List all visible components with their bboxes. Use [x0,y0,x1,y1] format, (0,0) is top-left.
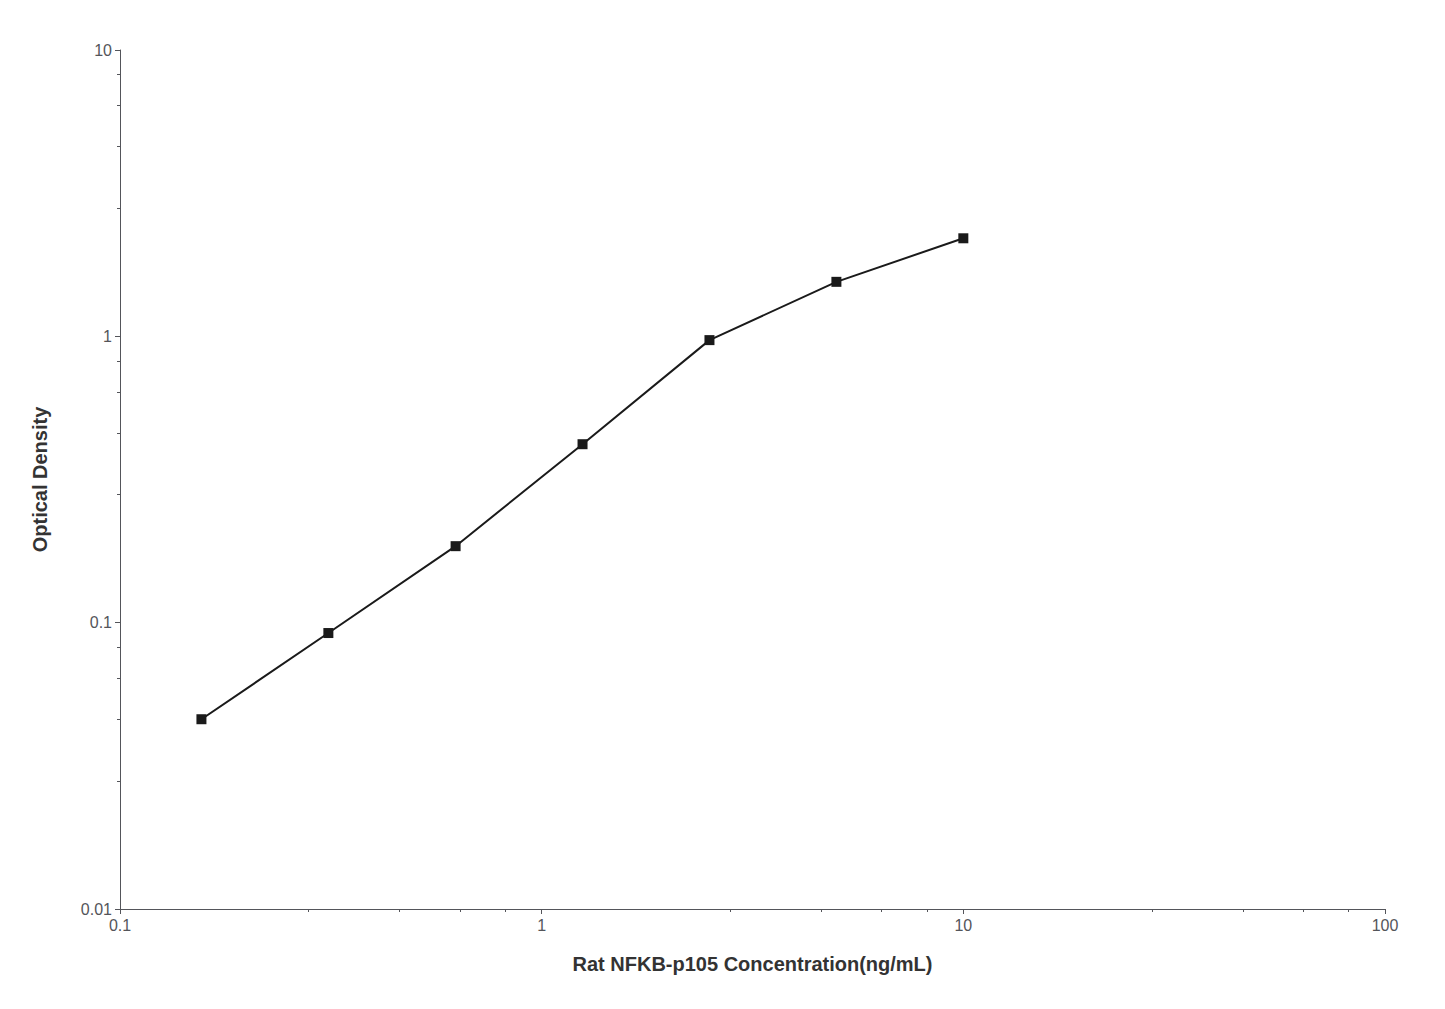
svg-text:0.1: 0.1 [90,614,112,631]
svg-text:100: 100 [1372,917,1399,934]
svg-text:Optical Density: Optical Density [29,406,51,552]
svg-text:10: 10 [954,917,972,934]
svg-text:10: 10 [94,42,112,59]
svg-text:0.1: 0.1 [109,917,131,934]
svg-text:1: 1 [103,328,112,345]
svg-text:1: 1 [537,917,546,934]
svg-text:Rat NFKB-p105 Concentration(ng: Rat NFKB-p105 Concentration(ng/mL) [573,953,933,975]
svg-text:0.01: 0.01 [81,901,112,918]
